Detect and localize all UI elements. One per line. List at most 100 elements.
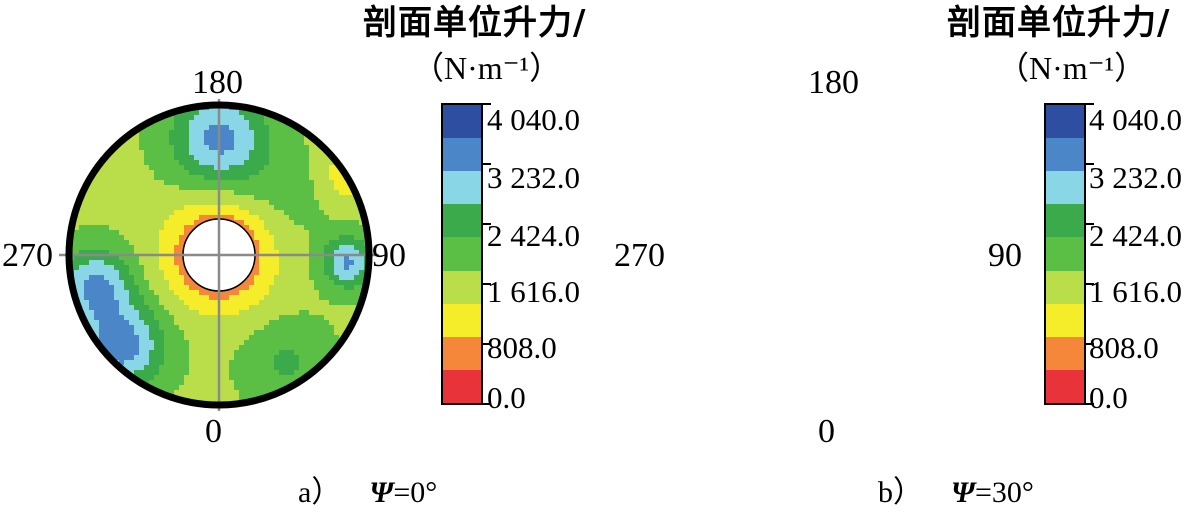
contour-cell — [254, 265, 260, 271]
contour-cell — [354, 285, 360, 291]
contour-cell — [349, 225, 355, 231]
contour-cell — [134, 240, 140, 246]
contour-cell — [224, 190, 230, 196]
contour-cell — [279, 240, 285, 246]
contour-cell — [294, 285, 300, 291]
contour-cell — [334, 175, 340, 181]
contour-cell — [204, 390, 210, 396]
contour-cell — [324, 185, 330, 191]
contour-cell — [154, 195, 160, 201]
contour-cell — [114, 190, 120, 196]
contour-cell — [119, 320, 125, 326]
contour-cell — [254, 210, 260, 216]
contour-cell — [119, 260, 125, 266]
contour-cell — [304, 175, 310, 181]
contour-cell — [289, 360, 295, 366]
contour-cell — [189, 375, 195, 381]
contour-cell — [304, 250, 310, 256]
contour-cell — [274, 155, 280, 161]
contour-cell — [324, 200, 330, 206]
colorbar-unit: （N·m⁻¹） — [412, 50, 562, 86]
contour-cell — [109, 245, 115, 251]
contour-cell — [229, 165, 235, 171]
contour-cell — [224, 150, 230, 156]
contour-cell — [274, 285, 280, 291]
contour-cell — [179, 125, 185, 131]
contour-cell — [94, 330, 100, 336]
contour-cell — [239, 305, 245, 311]
contour-cell — [169, 190, 175, 196]
contour-cell — [169, 155, 175, 161]
contour-cell — [349, 275, 355, 281]
contour-cell — [259, 240, 265, 246]
contour-cell — [179, 365, 185, 371]
contour-cell — [339, 290, 345, 296]
contour-cell — [134, 135, 140, 141]
contour-cell — [179, 190, 185, 196]
contour-cell — [179, 390, 185, 396]
contour-cell — [189, 210, 195, 216]
contour-cell — [144, 220, 150, 226]
contour-cell — [274, 165, 280, 171]
contour-cell — [84, 305, 90, 311]
contour-cell — [109, 190, 115, 196]
contour-cell — [199, 335, 205, 341]
contour-cell — [284, 215, 290, 221]
contour-cell — [304, 320, 310, 326]
contour-cell — [294, 130, 300, 136]
contour-cell — [329, 345, 335, 351]
contour-cell — [254, 145, 260, 151]
contour-cell — [184, 340, 190, 346]
contour-cell — [109, 165, 115, 171]
contour-cell — [294, 235, 300, 241]
contour-cell — [79, 265, 85, 271]
contour-cell — [159, 285, 165, 291]
contour-cell — [224, 120, 230, 126]
contour-cell — [194, 380, 200, 386]
contour-cell — [304, 195, 310, 201]
contour-cell — [349, 290, 355, 296]
contour-cell — [159, 215, 165, 221]
contour-cell — [239, 135, 245, 141]
contour-cell — [124, 195, 130, 201]
contour-cell — [349, 210, 355, 216]
contour-cell — [319, 195, 325, 201]
contour-cell — [339, 325, 345, 331]
contour-cell — [154, 375, 160, 381]
contour-cell — [164, 320, 170, 326]
contour-cell — [99, 180, 105, 186]
contour-cell — [244, 170, 250, 176]
contour-cell — [269, 230, 275, 236]
contour-cell — [209, 325, 215, 331]
contour-cell — [189, 110, 195, 116]
contour-cell — [149, 295, 155, 301]
contour-cell — [209, 320, 215, 326]
contour-cell — [239, 190, 245, 196]
contour-cell — [219, 385, 225, 391]
contour-cell — [179, 360, 185, 366]
contour-cell — [274, 200, 280, 206]
contour-cell — [144, 190, 150, 196]
contour-cell — [319, 320, 325, 326]
contour-cell — [109, 230, 115, 236]
contour-cell — [114, 270, 120, 276]
contour-cell — [234, 355, 240, 361]
contour-cell — [334, 210, 340, 216]
contour-cell — [319, 255, 325, 261]
contour-cell — [334, 285, 340, 291]
contour-cell — [99, 255, 105, 261]
contour-cell — [279, 295, 285, 301]
contour-cell — [264, 145, 270, 151]
contour-cell — [154, 205, 160, 211]
contour-cell — [129, 315, 135, 321]
contour-cell — [139, 225, 145, 231]
contour-cell — [279, 335, 285, 341]
contour-cell — [179, 330, 185, 336]
contour-cell — [289, 340, 295, 346]
contour-cell — [154, 270, 160, 276]
contour-cell — [344, 210, 350, 216]
contour-cell — [264, 390, 270, 396]
contour-cell — [274, 135, 280, 141]
contour-cell — [229, 290, 235, 296]
contour-cell — [209, 390, 215, 396]
